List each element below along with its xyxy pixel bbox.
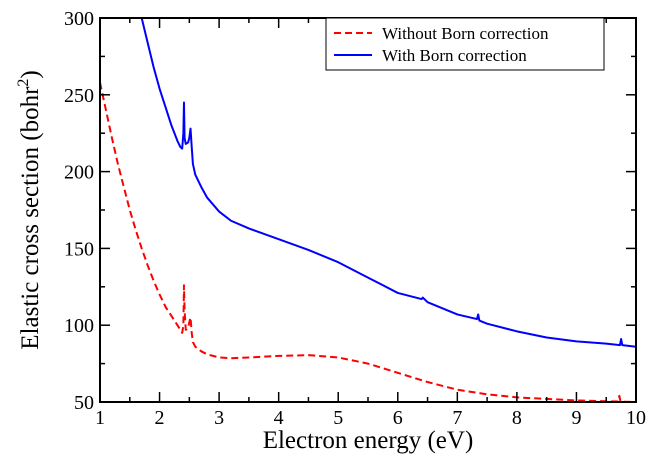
x-tick-label: 10 [626,407,646,429]
y-tick-label: 50 [74,392,94,414]
y-axis-label: Elastic cross section (bohr2) [15,70,44,349]
x-tick-label: 7 [452,407,462,429]
y-tick-label: 200 [64,162,94,184]
x-tick-label: 1 [95,407,105,429]
legend: Without Born correction With Born correc… [325,17,605,71]
y-tick-label: 150 [64,238,94,260]
x-tick-label: 2 [155,407,165,429]
y-tick-label: 300 [64,8,94,30]
y-tick-label: 250 [64,85,94,107]
x-tick-label: 3 [214,407,224,429]
x-tick-label: 5 [333,407,343,429]
series-line-with-born-correction [140,18,636,348]
x-tick-label: 8 [512,407,522,429]
tick-labels: 1 2 3 4 5 6 7 8 9 10 50 100 150 200 250 300 [64,8,646,429]
y-axis-label-sup: 2 [15,79,32,87]
y-axis-label-main: Elastic cross section (bohr [17,86,44,350]
legend-label-with-born: With Born correction [382,46,527,65]
x-tick-label: 4 [274,407,284,429]
x-tick-label: 6 [393,407,403,429]
y-tick-label: 100 [64,315,94,337]
x-tick-label: 9 [571,407,581,429]
legend-label-without-born: Without Born correction [382,24,549,43]
x-axis-label: Electron energy (eV) [263,427,474,454]
y-axis-label-close: ) [17,70,44,78]
legend-box [325,17,605,71]
series-line-without-born-correction [100,82,636,402]
